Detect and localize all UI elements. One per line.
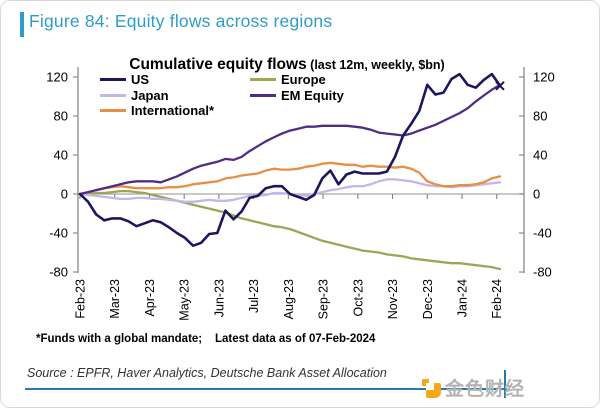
y-tick-label-right: 120	[533, 70, 555, 85]
x-tick-label: Aug-23	[282, 279, 296, 319]
jinse-logo-icon	[422, 378, 442, 398]
legend-swatch	[250, 78, 276, 82]
y-tick-label-left: -40	[49, 226, 68, 241]
legend-item-us: US	[100, 72, 214, 88]
series-line-europe	[78, 189, 502, 271]
legend-item-japan: Japan	[100, 88, 214, 104]
series-line-japan	[78, 178, 502, 203]
legend-swatch	[100, 109, 126, 113]
legend-label: US	[131, 72, 150, 88]
y-tick-label-right: 40	[533, 148, 547, 163]
legend-column-1: US Japan International*	[100, 72, 214, 119]
x-tick-label: Nov-23	[386, 279, 400, 319]
legend-label: Europe	[281, 72, 326, 88]
footnote-latest-data: Latest data as of 07-Feb-2024	[215, 333, 376, 345]
legend-label: EM Equity	[281, 87, 344, 103]
x-tick-label: Feb-23	[74, 279, 88, 319]
legend-swatch	[100, 93, 126, 97]
legend-column-2: Europe EM Equity	[250, 72, 344, 103]
x-tick-label: Jun-23	[212, 279, 226, 317]
chart-title: Cumulative equity flows (last 12m, weekl…	[129, 56, 444, 74]
x-tick-label: Oct-23	[351, 279, 365, 317]
x-tick-label: Jul-23	[247, 279, 261, 313]
y-tick-label-left: -80	[49, 265, 68, 280]
chart-title-units: (last 12m, weekly, $bn)	[306, 58, 445, 72]
bottom-divider-line	[25, 388, 507, 390]
legend-label: International*	[131, 103, 215, 119]
watermark: 金色财经	[422, 374, 525, 401]
x-tick-label: Jan-24	[455, 279, 469, 317]
x-tick-label: Sep-23	[317, 279, 331, 319]
series-line-international-	[78, 161, 502, 196]
x-tick-label: May-23	[178, 279, 192, 321]
x-tick-label: Mar-23	[108, 279, 122, 319]
y-tick-label-left: 80	[54, 109, 68, 124]
legend-swatch	[250, 93, 276, 97]
y-tick-label-right: 80	[533, 109, 547, 124]
y-tick-label-left: 0	[61, 187, 68, 202]
legend-label: Japan	[131, 87, 169, 103]
latest-point-x-marker	[495, 81, 505, 91]
y-tick-label-right: 0	[533, 187, 540, 202]
legend-swatch	[100, 78, 126, 82]
x-tick-label: Apr-23	[143, 279, 157, 317]
y-tick-label-right: -80	[533, 265, 552, 280]
footnote-global-mandate: *Funds with a global mandate;	[36, 333, 203, 345]
legend-item-europe: Europe	[250, 72, 344, 88]
legend-item-international-: International*	[100, 103, 214, 119]
chart-title-main: Cumulative equity flows	[129, 56, 307, 73]
y-tick-label-left: 40	[54, 148, 68, 163]
y-tick-label-left: 120	[46, 70, 68, 85]
series-line-em-equity	[78, 83, 502, 196]
y-tick-label-right: -40	[533, 226, 552, 241]
bottom-divider-vertical	[504, 370, 506, 398]
legend-item-em-equity: EM Equity	[250, 88, 344, 104]
title-accent-bar	[20, 12, 24, 37]
equity-flows-chart: Feb-23 Mar-23 Apr-23 May-23 Jun-23 Jul-23 Aug-…	[46, 67, 555, 321]
watermark-text: 金色财经	[445, 379, 526, 400]
figure-title: Figure 84: Equity flows across regions	[29, 11, 333, 31]
x-tick-label: Feb-24	[490, 279, 504, 319]
x-tick-label: Dec-23	[421, 279, 435, 319]
series-line-us	[78, 72, 502, 247]
source-attribution: Source : EPFR, Haver Analytics, Deutsche…	[27, 366, 387, 380]
